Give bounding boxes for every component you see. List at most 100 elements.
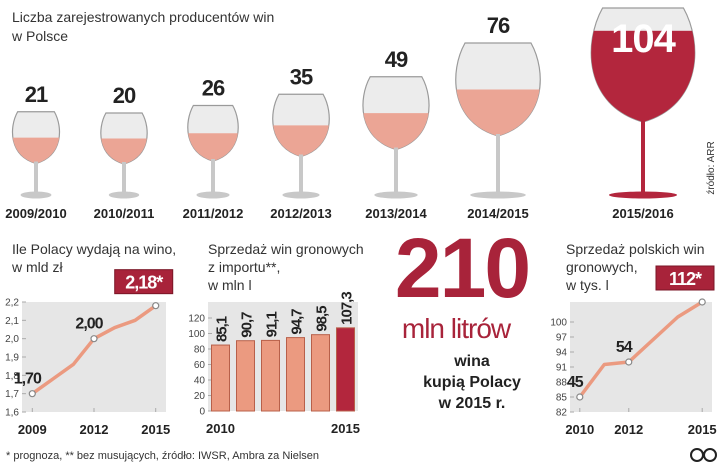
x-tick-label: 2015 (331, 421, 360, 436)
y-tick-label: 60 (194, 360, 206, 371)
bar (236, 340, 255, 412)
plot-area (570, 302, 712, 412)
point (90, 335, 98, 343)
y-tick-label: 100 (550, 318, 567, 329)
y-tick-label: 1,7 (5, 389, 19, 400)
y-tick-label: 97 (556, 333, 568, 344)
chart-title: Sprzedaż win gronowych (208, 241, 364, 257)
y-tick-label: 1,9 (5, 353, 19, 364)
chart-title: w Polsce (11, 28, 68, 44)
footnote: * prognoza, ** bez musujących, źródło: I… (6, 450, 319, 462)
point (576, 393, 584, 401)
x-tick-label: 2010 (565, 422, 594, 437)
point (28, 390, 36, 398)
y-tick-label: 40 (194, 376, 206, 387)
data-label: 54 (616, 339, 633, 356)
value-label: 76 (487, 13, 510, 38)
value-label: 104 (611, 17, 676, 61)
glass-stem (299, 154, 303, 194)
x-tick-label: 2014/2015 (467, 206, 528, 221)
x-tick-label: 2010/2011 (94, 206, 155, 221)
line (578, 300, 704, 399)
x-tick-label: 2012 (80, 422, 109, 437)
plot-area (22, 302, 166, 412)
chart-title: w mld zł (11, 259, 63, 275)
callout-text: kupią Polacy (423, 374, 521, 391)
y-tick-label: 20 (194, 391, 206, 402)
plot-area (208, 302, 358, 411)
bar (211, 344, 230, 412)
label-box (655, 265, 715, 291)
y-tick-label: 85 (556, 393, 568, 404)
y-tick-label: 91 (556, 363, 568, 374)
x-tick-label: 2011/2012 (183, 206, 244, 221)
data-label: 2,18* (125, 273, 163, 293)
bar (261, 339, 280, 412)
x-tick-label: 2009 (18, 422, 47, 437)
x-tick-label: 2015 (141, 422, 170, 437)
glass-stem (122, 162, 126, 194)
value-label: 26 (202, 76, 225, 101)
x-tick-label: 2012/2013 (270, 206, 331, 221)
data-label: 112* (669, 269, 702, 289)
glass-base (196, 191, 230, 199)
data-label: 1,70 (14, 371, 42, 388)
glass (187, 104, 239, 199)
logo (690, 448, 717, 462)
glass-stem (34, 161, 38, 194)
chart-title: gronowych, (566, 259, 638, 275)
glass-stem (641, 120, 645, 194)
glass-base (20, 191, 52, 199)
data-label: 98,5 (314, 306, 331, 332)
source: źródło: ARR (706, 141, 717, 194)
x-tick-label: 2010 (206, 421, 235, 436)
value-label: 21 (25, 82, 48, 107)
x-tick-label: 2015/2016 (612, 206, 673, 221)
x-tick-label: 2013/2014 (365, 206, 427, 221)
glass-stem (394, 147, 398, 194)
chart-title: w mln l (207, 277, 252, 293)
data-label: 91,1 (264, 312, 281, 338)
chart-title: Liczba zarejestrowanych producentów win (12, 9, 274, 25)
chart-title: Sprzedaż polskich win (566, 241, 705, 257)
glass (362, 76, 430, 199)
y-tick-label: 1,8 (5, 371, 19, 382)
y-tick-label: 2,2 (5, 298, 19, 309)
glass-base (470, 191, 526, 199)
chart-title: Ile Polacy wydają na wino, (12, 241, 176, 257)
point (625, 358, 633, 366)
y-tick-label: 80 (194, 345, 206, 356)
y-tick-label: 1,6 (5, 408, 19, 419)
y-tick-label: 82 (556, 408, 568, 419)
y-tick-label: 2,1 (5, 316, 19, 327)
y-tick-label: 0 (199, 407, 205, 418)
data-label: 2,00 (75, 316, 103, 333)
callout-text: w 2015 r. (438, 395, 506, 412)
y-tick-label: 120 (188, 314, 205, 325)
bar (286, 337, 305, 412)
glass-stem (211, 159, 215, 194)
wine (12, 137, 60, 164)
glass (455, 42, 541, 199)
bar (311, 334, 330, 412)
glass-base (108, 191, 140, 199)
glass-base (608, 191, 678, 199)
bar (336, 327, 355, 412)
x-tick-label: 2009/2010 (5, 206, 66, 221)
y-tick-label: 100 (188, 329, 205, 340)
data-label: 85,1 (214, 316, 231, 342)
glass-stem (496, 134, 500, 194)
y-tick-label: 2,0 (5, 334, 19, 345)
point (698, 298, 706, 306)
value-label: 49 (385, 47, 408, 72)
x-tick-label: 2015 (688, 422, 717, 437)
callout-number: 210 (395, 221, 529, 315)
callout-unit: mln litrów (402, 313, 512, 344)
point (152, 302, 160, 310)
glass (272, 93, 330, 199)
x-tick-label: 2012 (614, 422, 643, 437)
glass-base (282, 191, 320, 199)
data-label: 107,3 (339, 292, 356, 325)
glass (11, 111, 61, 199)
